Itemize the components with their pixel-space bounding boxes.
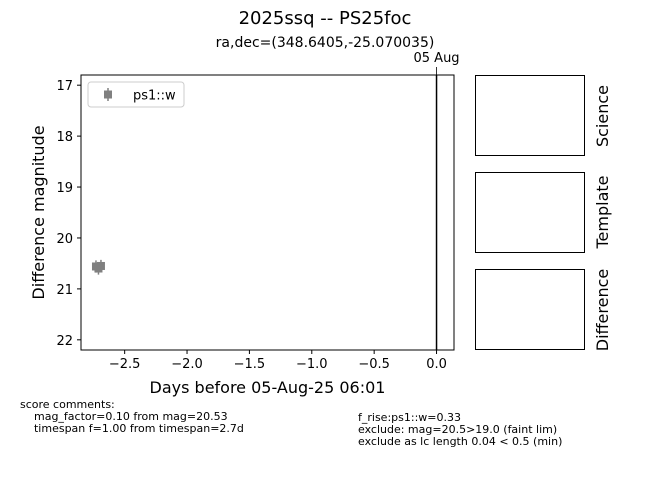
x-tick-label: −2.5 <box>109 357 141 372</box>
x-tick-label: −2.0 <box>171 357 203 372</box>
chart-subtitle: ra,dec=(348.6405,-25.070035) <box>215 35 435 51</box>
x-tick-label: −1.5 <box>234 357 266 372</box>
template-stamp <box>475 172 585 253</box>
x-tick-label: −1.0 <box>296 357 328 372</box>
y-tick-label: 22 <box>56 334 73 349</box>
reference-line-label: 05 Aug <box>414 51 460 66</box>
difference-stamp-label: Difference <box>593 268 612 352</box>
y-tick-label: 20 <box>56 232 73 247</box>
chart-title: 2025ssq -- PS25foc <box>238 8 412 29</box>
y-tick-label: 21 <box>56 283 73 298</box>
difference-stamp <box>475 269 585 350</box>
x-tick-label: 0.0 <box>426 357 447 372</box>
legend-marker <box>104 90 112 99</box>
plot-frame <box>80 74 455 351</box>
x-tick-label: −0.5 <box>358 357 390 372</box>
legend-label: ps1::w <box>133 89 176 104</box>
score-comments: score comments: mag_factor=0.10 from mag… <box>20 398 244 435</box>
y-tick-label: 19 <box>56 181 73 196</box>
science-stamp <box>475 75 585 156</box>
legend-box <box>87 81 185 108</box>
y-axis-label: Difference magnitude <box>29 125 48 299</box>
y-tick-label: 18 <box>56 130 73 145</box>
data-point <box>96 261 105 270</box>
y-tick-label: 17 <box>56 79 73 94</box>
x-axis-label: Days before 05-Aug-25 06:01 <box>150 378 386 397</box>
exclusion-comments: f_rise:ps1::w=0.33 exclude: mag=20.5>19.… <box>358 411 563 448</box>
